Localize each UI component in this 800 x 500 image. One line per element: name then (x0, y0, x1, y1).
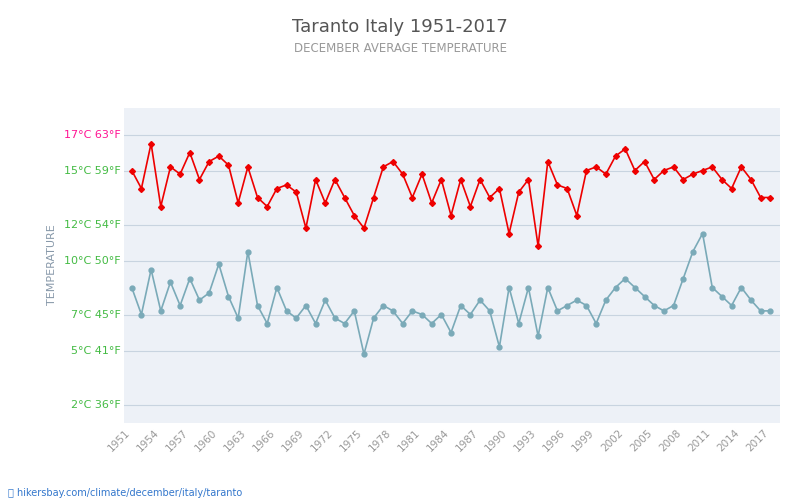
Text: 15°C 59°F: 15°C 59°F (64, 166, 121, 175)
DAY (534, 243, 543, 249)
Text: 17°C 63°F: 17°C 63°F (64, 130, 121, 140)
Text: 📍 hikersbay.com/climate/december/italy/taranto: 📍 hikersbay.com/climate/december/italy/t… (8, 488, 242, 498)
NIGHT (698, 230, 707, 236)
Text: 10°C 50°F: 10°C 50°F (64, 256, 121, 266)
Text: 12°C 54°F: 12°C 54°F (64, 220, 121, 230)
DAY (146, 140, 156, 146)
DAY (630, 168, 640, 173)
DAY (766, 194, 775, 200)
Text: 7°C 45°F: 7°C 45°F (71, 310, 121, 320)
Text: TEMPERATURE: TEMPERATURE (47, 224, 57, 306)
NIGHT (398, 320, 407, 326)
NIGHT (127, 284, 137, 290)
Line: DAY: DAY (130, 142, 773, 248)
Text: DECEMBER AVERAGE TEMPERATURE: DECEMBER AVERAGE TEMPERATURE (294, 42, 506, 56)
NIGHT (727, 302, 737, 308)
NIGHT (620, 276, 630, 281)
DAY (398, 171, 407, 177)
Text: 2°C 36°F: 2°C 36°F (71, 400, 121, 409)
DAY (185, 150, 194, 156)
Text: Taranto Italy 1951-2017: Taranto Italy 1951-2017 (292, 18, 508, 36)
DAY (427, 200, 437, 206)
Legend: NIGHT, DAY: NIGHT, DAY (363, 498, 541, 500)
NIGHT (766, 308, 775, 314)
NIGHT (204, 290, 214, 296)
NIGHT (175, 302, 185, 308)
DAY (127, 168, 137, 173)
Line: NIGHT: NIGHT (130, 231, 773, 356)
DAY (214, 153, 224, 159)
NIGHT (359, 351, 369, 357)
Text: 5°C 41°F: 5°C 41°F (71, 346, 121, 356)
NIGHT (427, 320, 437, 326)
DAY (727, 186, 737, 192)
